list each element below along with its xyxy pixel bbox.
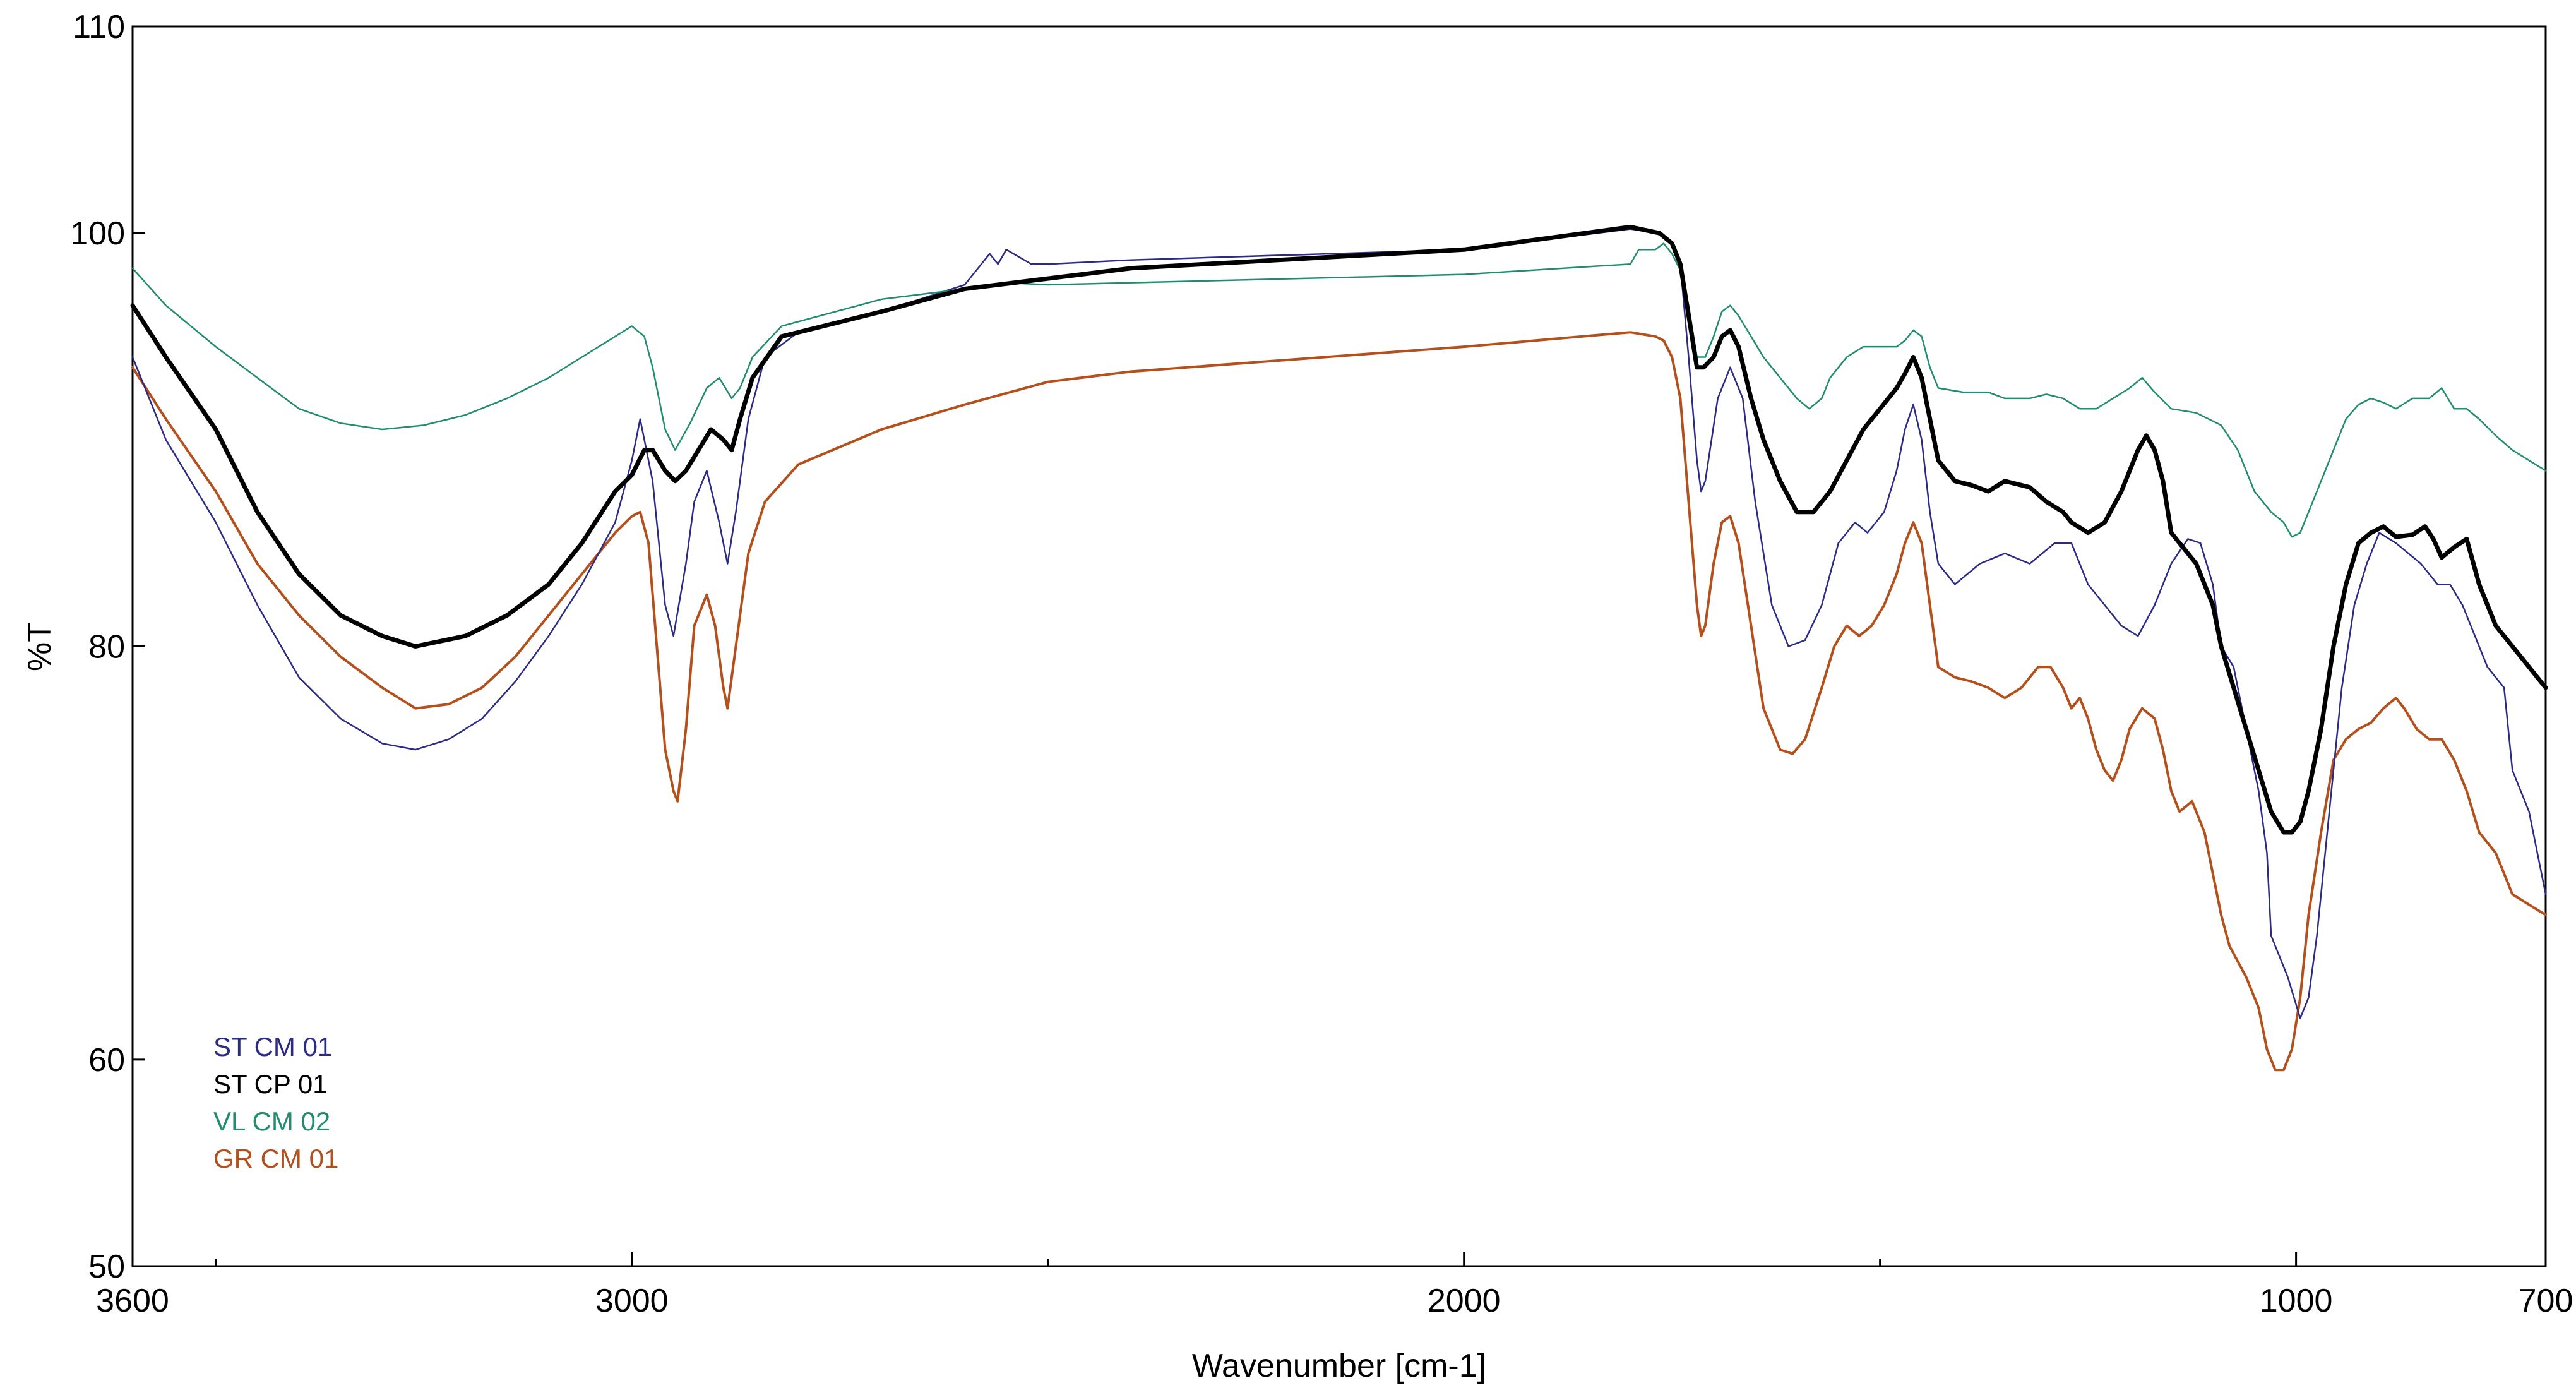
y-tick-label-80: 80 [88,629,125,666]
legend-entry-vl-cm-02: VL CM 02 [213,1106,330,1136]
plot-frame [131,25,2547,1267]
series-line-gr-cm-01 [131,331,2547,1072]
legend-entry-st-cp-01: ST CP 01 [213,1069,328,1099]
x-tick-label-1000: 1000 [2260,1283,2333,1319]
series-layer [130,224,2548,1072]
legend-entry-st-cm-01: ST CM 01 [213,1032,332,1062]
series-line-st-cp-01 [130,224,2548,835]
axis-layer: 3600 3000 2000 1000 700 50 60 80 100 110 [70,9,2573,1319]
legend: ST CM 01 ST CP 01 VL CM 02 GR CM 01 [213,1032,338,1173]
legend-entry-gr-cm-01: GR CM 01 [213,1144,338,1173]
y-tick-label-60: 60 [88,1042,125,1079]
y-tick-label-50: 50 [88,1248,125,1285]
series-line-vl-cm-02 [131,242,2547,538]
x-axis-title: Wavenumber [cm-1] [1192,1348,1486,1384]
x-tick-label-3000: 3000 [595,1283,669,1319]
y-tick-label-110: 110 [73,9,125,45]
y-tick-label-100: 100 [70,215,125,252]
x-tick-label-3600: 3600 [96,1283,169,1319]
x-tick-label-700: 700 [2519,1283,2573,1319]
x-tick-label-2000: 2000 [1428,1283,1501,1319]
series-line-st-cm-01 [131,228,2547,1019]
y-axis-title: %T [21,622,58,671]
